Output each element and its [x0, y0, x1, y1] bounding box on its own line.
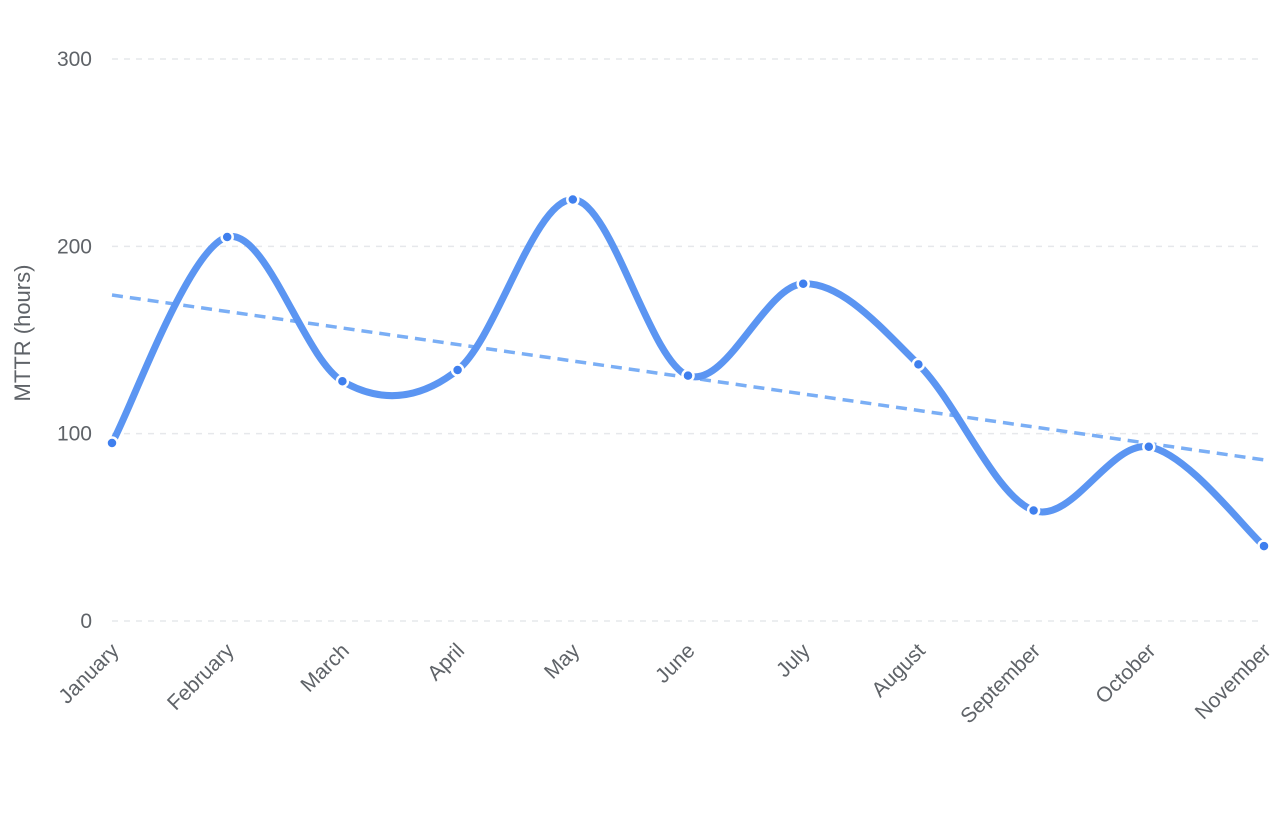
- data-point[interactable]: [105, 436, 119, 450]
- y-tick-label: 200: [57, 235, 92, 258]
- data-points: [105, 192, 1271, 553]
- data-point[interactable]: [911, 357, 926, 372]
- x-tick-label: November: [1191, 639, 1276, 724]
- x-tick-label: February: [163, 639, 239, 715]
- data-point[interactable]: [1142, 440, 1156, 454]
- x-axis-ticks: January February March April May June July Augu…: [54, 639, 1275, 728]
- x-tick-label: March: [296, 639, 354, 697]
- grid-lines: [112, 58, 1264, 622]
- data-point[interactable]: [681, 368, 695, 383]
- y-tick-label: 0: [80, 610, 92, 633]
- x-tick-label: September: [956, 639, 1045, 728]
- data-point[interactable]: [335, 374, 350, 388]
- x-tick-label: May: [540, 639, 585, 684]
- y-axis-title: MTTR (hours): [10, 265, 35, 402]
- y-tick-label: 300: [57, 48, 92, 71]
- x-tick-label: January: [54, 639, 123, 708]
- data-point[interactable]: [1026, 503, 1041, 518]
- y-tick-label: 100: [57, 423, 92, 446]
- series-line: [108, 195, 1268, 550]
- y-axis-ticks: 0 100 200 300: [57, 48, 92, 633]
- data-point[interactable]: [1257, 539, 1271, 553]
- data-point[interactable]: [220, 230, 234, 244]
- x-tick-label: July: [772, 639, 815, 682]
- series-layer: [108, 195, 1268, 550]
- x-tick-label: August: [867, 639, 930, 702]
- data-point[interactable]: [450, 363, 465, 377]
- x-tick-label: October: [1091, 639, 1160, 708]
- x-tick-label: April: [423, 639, 469, 685]
- data-point[interactable]: [796, 277, 810, 291]
- x-tick-label: June: [651, 639, 699, 687]
- data-point[interactable]: [566, 192, 580, 207]
